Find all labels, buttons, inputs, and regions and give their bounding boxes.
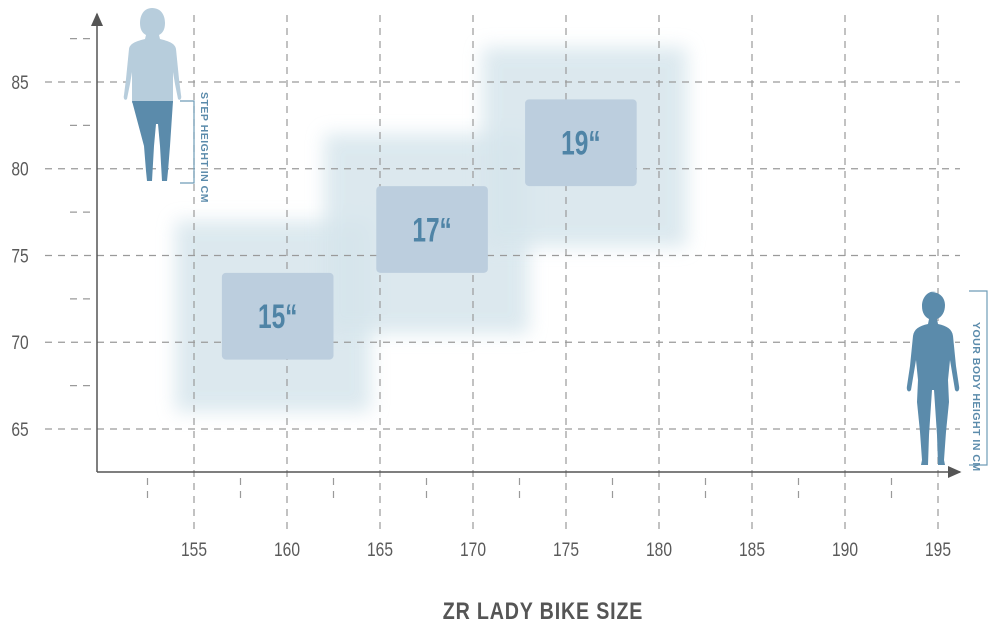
- tick-labels: 155 160 165 170 175 180 185 190 195 65 70 75 80 85: [11, 72, 951, 561]
- x-tick-label: 160: [274, 539, 300, 561]
- x-tick-label: 190: [832, 539, 858, 561]
- step-height-figure-icon: [123, 8, 182, 181]
- y-tick-label: 65: [11, 419, 28, 441]
- axes: [91, 12, 962, 478]
- body-height-figure-icon: [906, 291, 960, 465]
- x-tick-label: 185: [739, 539, 765, 561]
- chart-title: ZR LADY BIKE SIZE: [443, 597, 643, 624]
- step-height-label: STEP HEIGHT IN CM: [198, 92, 210, 203]
- y-tick-label: 80: [11, 158, 28, 180]
- grid: [45, 15, 960, 530]
- body-height-bracket: [969, 290, 988, 466]
- x-tick-label: 165: [367, 539, 393, 561]
- size-label: 19“: [561, 125, 600, 163]
- size-label: 15“: [258, 298, 297, 336]
- size-label: 17“: [412, 212, 451, 250]
- body-height-label: YOUR BODY HEIGHT IN CM: [970, 322, 982, 472]
- x-tick-label: 195: [925, 539, 951, 561]
- x-tick-label: 155: [181, 539, 207, 561]
- y-tick-label: 75: [11, 245, 28, 267]
- step-height-bracket: [180, 100, 195, 184]
- size-boxes: 15“ 17“ 19“: [221, 99, 637, 360]
- x-tick-label: 180: [646, 539, 672, 561]
- size-box-0: [221, 272, 334, 360]
- y-tick-label: 85: [11, 72, 28, 94]
- x-tick-label: 175: [553, 539, 579, 561]
- y-tick-label: 70: [11, 332, 28, 354]
- size-box-2: [525, 99, 637, 187]
- x-tick-label: 170: [460, 539, 486, 561]
- size-box-1: [376, 186, 488, 273]
